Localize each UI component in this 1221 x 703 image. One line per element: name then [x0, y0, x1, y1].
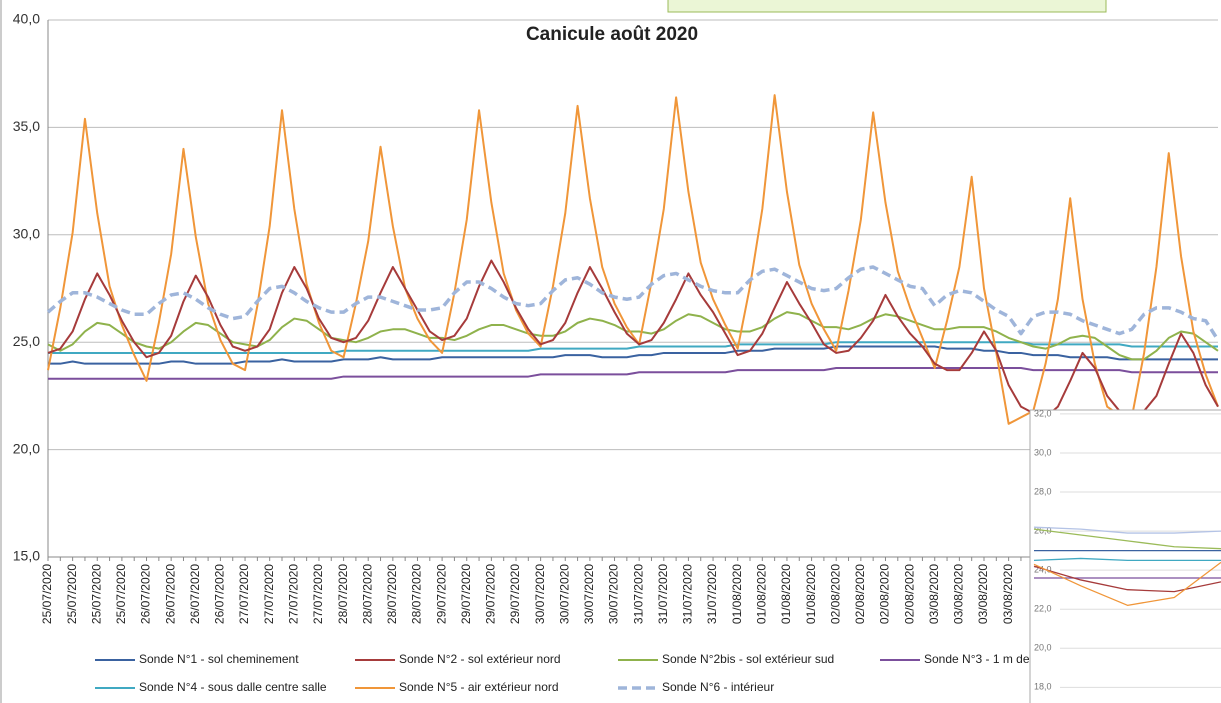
- x-tick-label: 26/07/2020: [163, 564, 177, 624]
- legend-label: Sonde N°1 - sol cheminement: [139, 652, 299, 666]
- x-tick-label: 31/07/2020: [705, 564, 719, 624]
- x-tick-label: 29/07/2020: [484, 564, 498, 624]
- y-tick-label: 24,0: [1034, 565, 1052, 575]
- x-tick-label: 01/08/2020: [804, 564, 818, 624]
- y-tick-label: 22,0: [1034, 604, 1052, 614]
- x-tick-label: 03/08/2020: [927, 564, 941, 624]
- x-tick-label: 30/07/2020: [607, 564, 621, 624]
- x-tick-label: 28/07/2020: [410, 564, 424, 624]
- x-tick-label: 29/07/2020: [434, 564, 448, 624]
- y-tick-label: 30,0: [13, 226, 40, 242]
- x-tick-label: 25/07/2020: [114, 564, 128, 624]
- y-tick-label: 15,0: [13, 548, 40, 564]
- y-tick-label: 32,0: [1034, 408, 1052, 418]
- x-tick-label: 31/07/2020: [656, 564, 670, 624]
- x-tick-label: 29/07/2020: [459, 564, 473, 624]
- series-line: [1033, 528, 1221, 550]
- series-line: [1033, 557, 1221, 562]
- y-tick-label: 20,0: [13, 440, 40, 456]
- y-tick-label: 20,0: [1034, 643, 1052, 653]
- x-tick-label: 03/08/2020: [1001, 564, 1015, 624]
- inset-chart: 18,020,022,024,026,028,030,032,0: [1029, 408, 1221, 703]
- x-tick-label: 29/07/2020: [508, 564, 522, 624]
- x-tick-label: 27/07/2020: [286, 564, 300, 624]
- x-tick-label: 01/08/2020: [779, 564, 793, 624]
- x-tick-label: 26/07/2020: [188, 564, 202, 624]
- x-tick-label: 02/08/2020: [853, 564, 867, 624]
- legend-label: Sonde N°4 - sous dalle centre salle: [139, 680, 327, 694]
- legend-label: Sonde N°2 - sol extérieur nord: [399, 652, 561, 666]
- series-line: [48, 345, 1218, 365]
- x-tick-label: 28/07/2020: [336, 564, 350, 624]
- series-line: [47, 94, 1219, 425]
- inset-background: [1029, 409, 1221, 703]
- x-tick-label: 25/07/2020: [89, 564, 103, 624]
- x-tick-label: 26/07/2020: [213, 564, 227, 624]
- x-tick-label: 27/07/2020: [237, 564, 251, 624]
- y-tick-label: 30,0: [1034, 447, 1052, 457]
- x-tick-label: 30/07/2020: [582, 564, 596, 624]
- x-tick-label: 28/07/2020: [360, 564, 374, 624]
- series-line: [47, 311, 1219, 361]
- x-tick-label: 28/07/2020: [385, 564, 399, 624]
- y-tick-label: 40,0: [13, 11, 40, 27]
- series-line: [1033, 565, 1221, 593]
- inset-plot: 18,020,022,024,026,028,030,032,0: [1033, 408, 1221, 692]
- x-tick-label: 25/07/2020: [40, 564, 54, 624]
- y-tick-label: 18,0: [1034, 682, 1052, 692]
- x-tick-label: 03/08/2020: [976, 564, 990, 624]
- series-line: [1033, 526, 1221, 534]
- legend-label: Sonde N°3 - 1 m de: [924, 652, 1030, 666]
- x-tick-label: 26/07/2020: [139, 564, 153, 624]
- x-tick-label: 27/07/2020: [262, 564, 276, 624]
- x-tick-label: 30/07/2020: [533, 564, 547, 624]
- legend-label: Sonde N°6 - intérieur: [662, 680, 774, 694]
- x-tick-label: 01/08/2020: [754, 564, 768, 624]
- chart-title: Canicule août 2020: [526, 24, 698, 45]
- series-line: [1033, 561, 1221, 606]
- x-tick-label: 01/08/2020: [730, 564, 744, 624]
- x-tick-label: 31/07/2020: [631, 564, 645, 624]
- x-tick-label: 30/07/2020: [557, 564, 571, 624]
- legend-label: Sonde N°2bis - sol extérieur sud: [662, 652, 834, 666]
- y-tick-label: 28,0: [1034, 486, 1052, 496]
- legend: Sonde N°1 - sol cheminement Sonde N°2 - s…: [95, 652, 1030, 694]
- x-tick-label: 27/07/2020: [311, 564, 325, 624]
- series-line: [46, 265, 1220, 341]
- y-tick-label: 25,0: [13, 333, 40, 349]
- series-line: [48, 366, 1218, 380]
- y-tick-label: 35,0: [13, 118, 40, 134]
- x-tick-label: 25/07/2020: [65, 564, 79, 624]
- x-tick-label: 02/08/2020: [878, 564, 892, 624]
- series-line: [47, 259, 1219, 419]
- plot-area: 15,0 20,0 25,0 30,0 35,0 40,0 25/07/2020 25/07/…: [13, 11, 1220, 624]
- legend-label: Sonde N°5 - air extérieur nord: [399, 680, 559, 694]
- x-tick-label: 02/08/2020: [828, 564, 842, 624]
- x-tick-label: 02/08/2020: [902, 564, 916, 624]
- x-tick-label: 03/08/2020: [952, 564, 966, 624]
- x-tick-label: 31/07/2020: [681, 564, 695, 624]
- note-box: [667, 0, 1107, 13]
